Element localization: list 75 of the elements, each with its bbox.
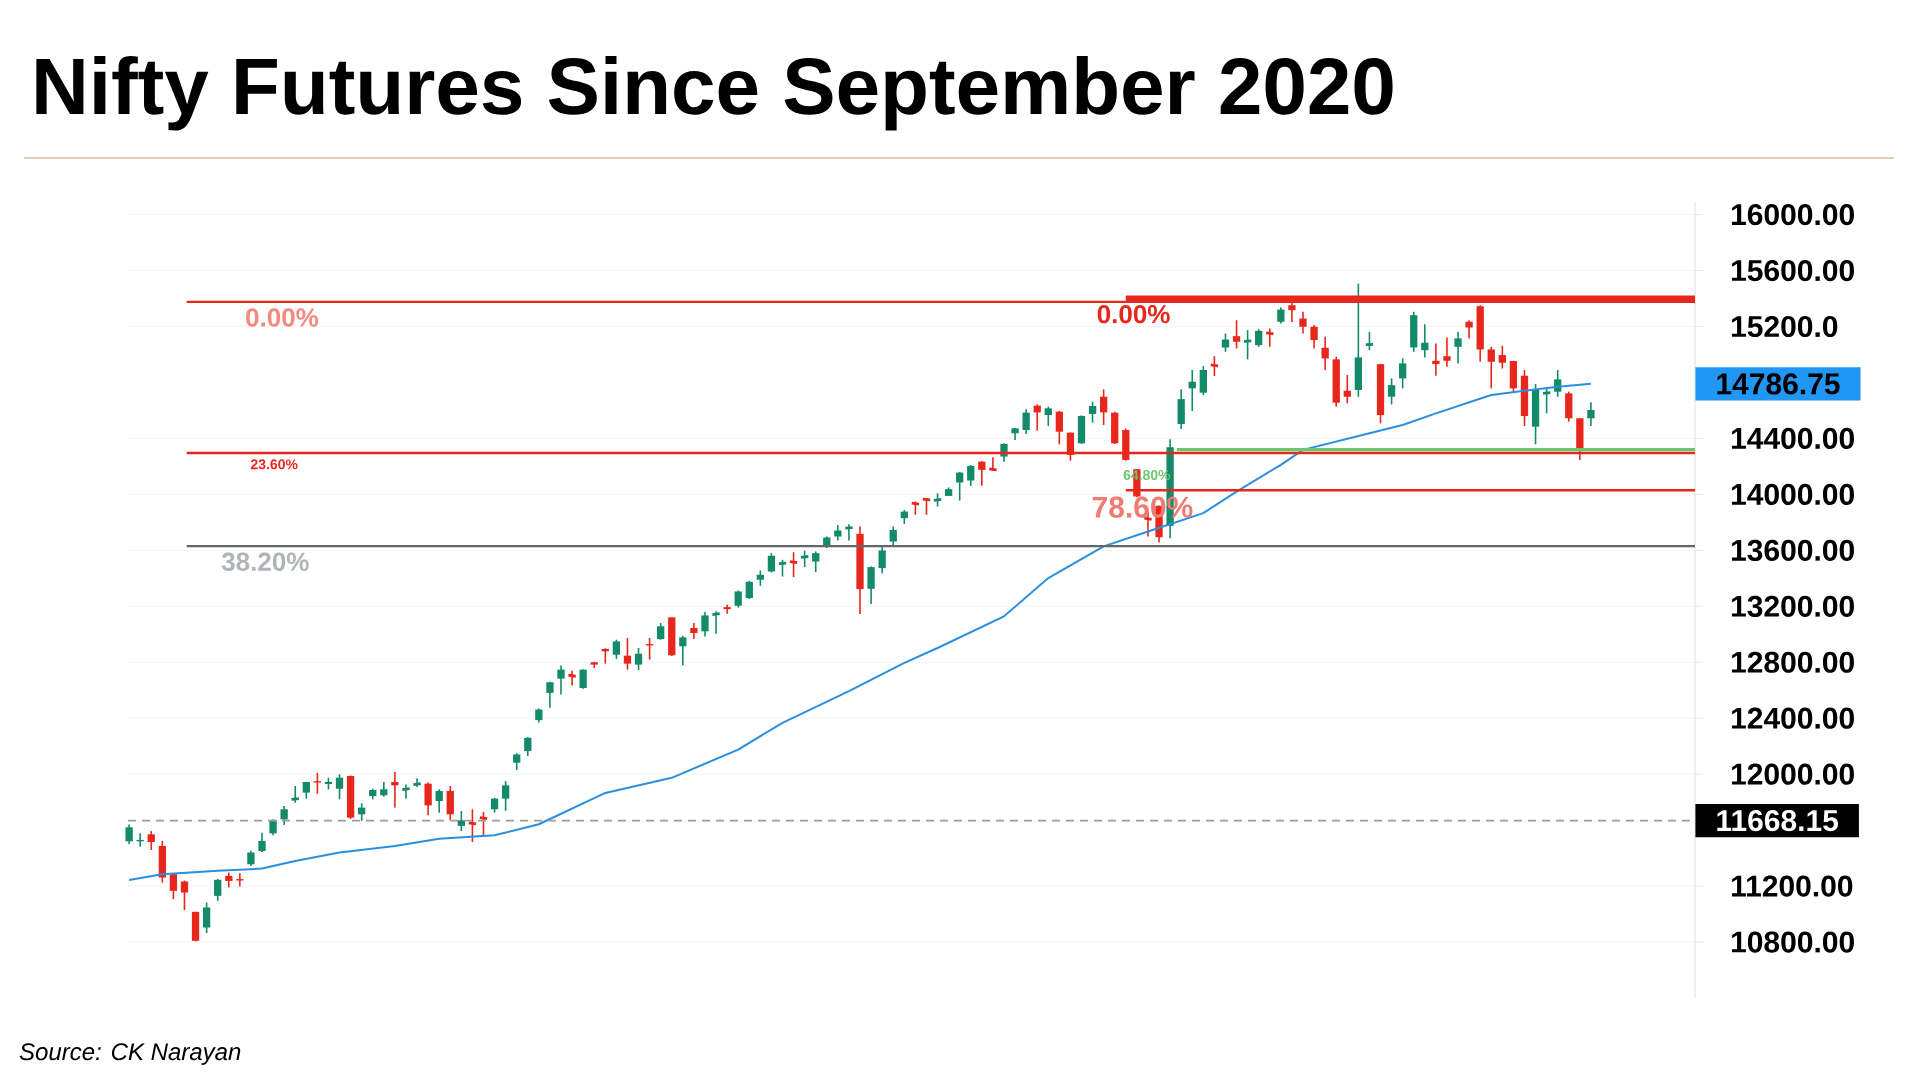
candlestick bbox=[1454, 331, 1462, 365]
candlestick bbox=[147, 830, 155, 851]
candlestick bbox=[1022, 408, 1030, 435]
source-note: Source: CK Narayan bbox=[19, 1043, 241, 1065]
candlestick bbox=[391, 771, 399, 809]
candlestick bbox=[180, 879, 189, 911]
candlestick bbox=[579, 668, 587, 690]
candlestick bbox=[335, 773, 344, 801]
candlestick bbox=[1232, 319, 1241, 350]
candlestick bbox=[723, 603, 731, 615]
ref-line-label: 11668.15 bbox=[1717, 809, 1839, 832]
candlestick bbox=[1465, 319, 1473, 340]
y-tick-label: 12800.00 bbox=[1731, 651, 1854, 673]
candlestick bbox=[1399, 357, 1407, 390]
candlestick bbox=[767, 552, 776, 574]
candlestick bbox=[612, 638, 621, 660]
y-tick-label: 11200.00 bbox=[1731, 875, 1853, 897]
annotation: 0.00% bbox=[1097, 304, 1170, 324]
candlestick bbox=[1432, 342, 1440, 377]
candlestick bbox=[280, 805, 288, 826]
candlestick bbox=[125, 823, 133, 845]
annotation: 0.00% bbox=[246, 308, 319, 327]
candlestick bbox=[1421, 323, 1429, 359]
candlestick bbox=[214, 878, 222, 902]
candlestick bbox=[867, 565, 875, 605]
candlestick bbox=[634, 647, 643, 672]
candlestick bbox=[457, 810, 465, 832]
y-tick-label: 13200.00 bbox=[1731, 595, 1854, 617]
y-tick-label: 10800.00 bbox=[1731, 931, 1854, 953]
y-tick-label: 14000.00 bbox=[1731, 483, 1854, 505]
candlestick bbox=[1055, 410, 1064, 446]
y-tick-label: 14400.00 bbox=[1731, 427, 1854, 450]
candlestick bbox=[1498, 345, 1506, 370]
candlestick bbox=[812, 550, 820, 573]
text: 14786.75 bbox=[1717, 373, 1840, 395]
candlestick bbox=[1100, 388, 1108, 426]
annotation: 38.20% bbox=[221, 552, 309, 571]
candlestick bbox=[169, 872, 178, 901]
candlestick bbox=[501, 780, 510, 812]
candlestick bbox=[1321, 336, 1329, 371]
candlestick bbox=[1088, 400, 1097, 424]
candlestick bbox=[623, 637, 632, 671]
y-tick-label: 15600.00 bbox=[1731, 259, 1854, 282]
candlestick bbox=[701, 611, 709, 638]
candlestick bbox=[435, 788, 443, 814]
candlestick bbox=[967, 464, 975, 487]
candlestick bbox=[1387, 377, 1396, 406]
candlestick bbox=[546, 681, 554, 709]
candlestick bbox=[1343, 374, 1351, 405]
y-tick-label: 12000.00 bbox=[1731, 763, 1854, 785]
candlestick bbox=[1044, 405, 1052, 427]
candlestick bbox=[978, 460, 986, 487]
candlestick bbox=[1487, 345, 1495, 390]
y-tick-label: 16000.00 bbox=[1731, 203, 1854, 226]
candlestick bbox=[1443, 336, 1451, 368]
candlestick bbox=[1587, 401, 1595, 427]
y-tick-label: 13600.00 bbox=[1731, 539, 1854, 561]
candlestick bbox=[1299, 311, 1307, 335]
y-tick-label: 12400.00 bbox=[1731, 707, 1854, 729]
candlestick bbox=[258, 831, 266, 853]
candlestick bbox=[889, 525, 897, 548]
candlestick bbox=[878, 545, 886, 574]
candlestick bbox=[1310, 324, 1318, 350]
y-tick-label: 15200.0 bbox=[1731, 315, 1838, 338]
candlestick bbox=[446, 785, 454, 821]
annotation: 23.60% bbox=[250, 459, 298, 470]
candlestick bbox=[1199, 365, 1207, 396]
candlestick bbox=[313, 771, 322, 795]
candlestick bbox=[557, 664, 565, 696]
chart-title: Nifty Futures Since September 2020 bbox=[36, 56, 1393, 131]
candlestick bbox=[202, 901, 211, 934]
candlestick bbox=[679, 634, 687, 667]
candlestick bbox=[745, 580, 753, 600]
candlestick bbox=[524, 736, 532, 757]
candlestick bbox=[424, 781, 432, 817]
